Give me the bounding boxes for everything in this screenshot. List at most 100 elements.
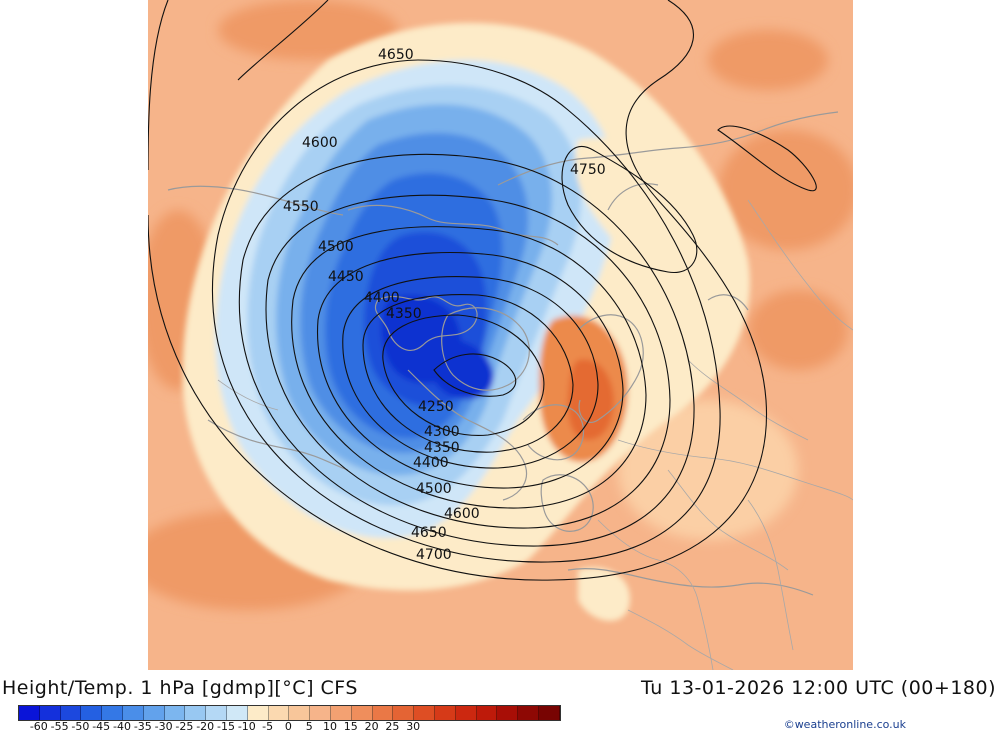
contour-label: 4350 bbox=[386, 306, 422, 322]
color-scale-label: -55 bbox=[50, 720, 69, 733]
color-scale-label: -45 bbox=[92, 720, 111, 733]
color-scale-cell bbox=[372, 706, 394, 720]
contour-label: 4400 bbox=[413, 455, 449, 471]
color-scale-label: 0 bbox=[284, 720, 292, 733]
color-scale-cell bbox=[538, 706, 560, 720]
color-scale-cell bbox=[81, 706, 103, 720]
color-scale-label: 10 bbox=[323, 720, 337, 733]
map-canvas: 4650 4600 4550 4500 4450 4400 4350 4250 … bbox=[148, 0, 853, 670]
coastline-iceland-region bbox=[522, 404, 585, 461]
contour-label: 4600 bbox=[302, 135, 338, 151]
warm-patch-n bbox=[218, 0, 398, 60]
contour-4750 bbox=[561, 145, 698, 273]
color-scale-label: -60 bbox=[29, 720, 48, 733]
contour-4550 bbox=[265, 194, 671, 529]
weather-map: 4650 4600 4550 4500 4450 4400 4350 4250 … bbox=[148, 0, 853, 670]
color-scale-cell bbox=[518, 706, 539, 720]
contour-4350 bbox=[362, 294, 574, 453]
warm-patch-ne bbox=[718, 130, 853, 250]
contour-label: 4700 bbox=[416, 547, 452, 563]
color-scale-cell bbox=[268, 706, 290, 720]
contour-4650 bbox=[212, 59, 721, 563]
color-scale-cell bbox=[164, 706, 186, 720]
contour-4450 bbox=[317, 251, 624, 489]
credit-link[interactable]: ©weatheronline.co.uk bbox=[783, 718, 906, 731]
contour-4400 bbox=[342, 276, 599, 469]
map-datetime: Tu 13-01-2026 12:00 UTC (00+180) bbox=[641, 677, 996, 699]
coastline-arctic bbox=[347, 204, 559, 246]
color-scale-cell bbox=[497, 706, 519, 720]
color-scale-cell bbox=[143, 706, 165, 720]
color-scale-cell bbox=[310, 706, 331, 720]
border-6 bbox=[747, 499, 794, 651]
color-scale-cell bbox=[39, 706, 61, 720]
color-scale-cell bbox=[226, 706, 248, 720]
border-3 bbox=[667, 469, 789, 571]
color-scale-bar bbox=[18, 705, 561, 721]
contour-4500 bbox=[291, 226, 647, 509]
border-8 bbox=[217, 379, 279, 411]
color-scale-cell bbox=[393, 706, 415, 720]
contour-labels: 4650 4600 4550 4500 4450 4400 4350 4250 … bbox=[283, 47, 606, 563]
contour-4700 bbox=[148, 0, 768, 581]
coastline-scandinavia bbox=[577, 314, 644, 423]
color-scale-cell bbox=[351, 706, 373, 720]
contour-4700-west bbox=[148, 0, 169, 171]
border-4 bbox=[747, 199, 853, 331]
contour-label: 4550 bbox=[283, 199, 319, 215]
warm-anomaly-core bbox=[567, 359, 614, 440]
color-scale-label: 20 bbox=[364, 720, 379, 733]
contour-4300 bbox=[382, 314, 545, 437]
border-5 bbox=[687, 359, 809, 441]
color-scale-label: -30 bbox=[154, 720, 173, 733]
color-scale-label: -25 bbox=[175, 720, 194, 733]
color-scale-cell bbox=[206, 706, 227, 720]
color-scale-label: 30 bbox=[406, 720, 421, 733]
color-scale-label: -15 bbox=[217, 720, 235, 733]
coastline-white-sea bbox=[707, 294, 749, 311]
contour-label: 4600 bbox=[444, 506, 480, 522]
contour-label: 4650 bbox=[411, 525, 447, 541]
color-scale-label: -10 bbox=[237, 720, 256, 733]
color-scale-label: -5 bbox=[262, 720, 274, 733]
border-1 bbox=[617, 439, 853, 501]
contour-label: 4300 bbox=[424, 424, 460, 440]
color-scale-label: -40 bbox=[113, 720, 131, 733]
contour-4600 bbox=[238, 153, 695, 547]
color-scale-cell bbox=[455, 706, 477, 720]
color-scale-cell bbox=[414, 706, 435, 720]
map-title: Height/Temp. 1 hPa [gdmp][°C] CFS bbox=[2, 677, 358, 699]
coastline-hudson bbox=[407, 369, 528, 501]
contour-4750-east bbox=[717, 125, 817, 192]
color-scale-cell bbox=[476, 706, 498, 720]
color-scale-cell bbox=[330, 706, 352, 720]
contour-label: 4350 bbox=[424, 440, 460, 456]
coastline-alaska bbox=[167, 185, 344, 216]
color-scale-label: -50 bbox=[71, 720, 90, 733]
contour-4250 bbox=[433, 353, 517, 397]
border-2 bbox=[597, 519, 714, 670]
warm-patch-e bbox=[748, 290, 848, 370]
color-scale-cell bbox=[19, 706, 40, 720]
cream-zone-ne bbox=[575, 138, 703, 330]
color-scale-cell bbox=[102, 706, 123, 720]
color-scale-label: 25 bbox=[385, 720, 400, 733]
coastline-kamchatka bbox=[607, 183, 659, 211]
warm-light-patch bbox=[618, 400, 798, 540]
temperature-field bbox=[148, 0, 853, 670]
color-scale-cell bbox=[289, 706, 311, 720]
color-scale-cell bbox=[122, 706, 144, 720]
coastline-british-isles bbox=[540, 474, 594, 532]
coastline-mediterranean bbox=[567, 568, 814, 596]
color-scale-label: -20 bbox=[196, 720, 215, 733]
contour-label: 4650 bbox=[378, 47, 414, 63]
color-scale-cell bbox=[60, 706, 82, 720]
color-scale-label: -35 bbox=[133, 720, 152, 733]
coastline-archipelago bbox=[374, 295, 478, 351]
coastline-pacific bbox=[207, 419, 349, 471]
coastline-greenland bbox=[441, 307, 530, 391]
border-7 bbox=[627, 609, 734, 670]
color-scale-label: 5 bbox=[305, 720, 313, 733]
color-scale-labels: -60 -55 -50 -45 -40 -35 -30 -25 -20 -15 -10 -5 0 5 10 1… bbox=[18, 720, 566, 733]
color-scale-label: 15 bbox=[343, 720, 358, 733]
